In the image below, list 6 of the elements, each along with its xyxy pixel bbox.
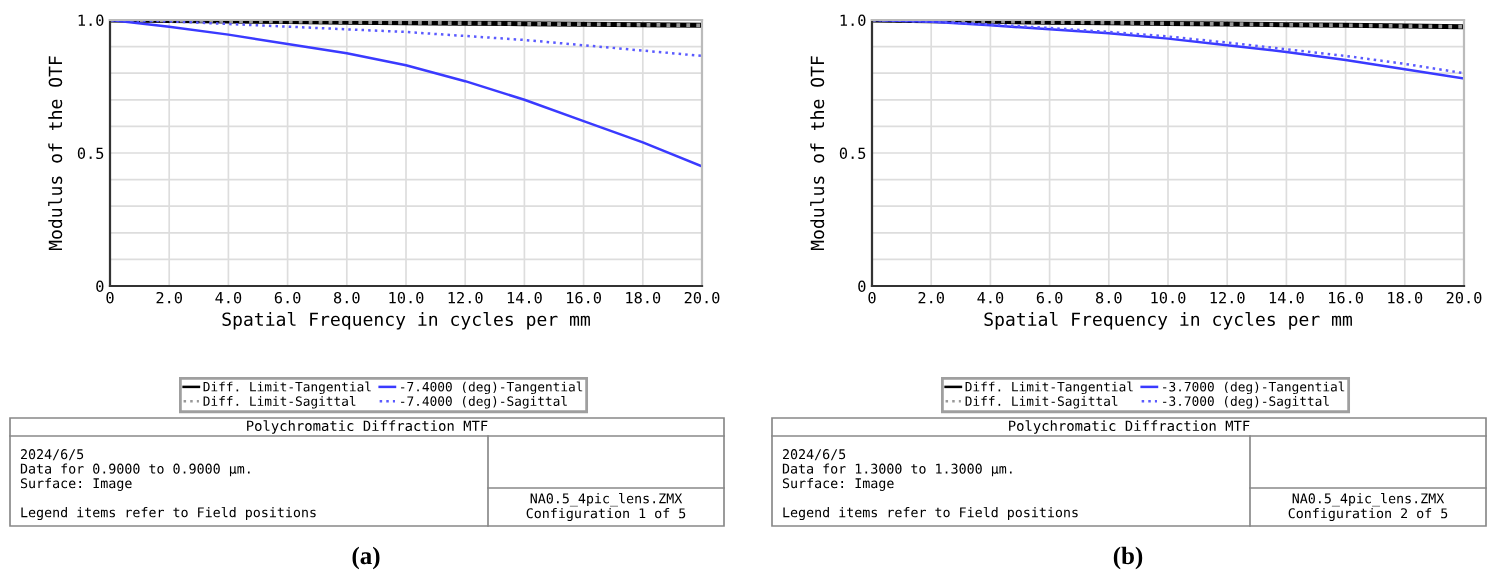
text: (b): [1113, 546, 1143, 570]
text: (a): [352, 546, 380, 570]
x-axis-title: Spatial Frequency in cycles per mm: [222, 311, 590, 330]
y-axis-title: Modulus of the OTF: [810, 56, 825, 251]
x-axis-title: Spatial Frequency in cycles per mm: [984, 311, 1352, 330]
y-axis-title: Modulus of the OTF: [48, 56, 63, 251]
